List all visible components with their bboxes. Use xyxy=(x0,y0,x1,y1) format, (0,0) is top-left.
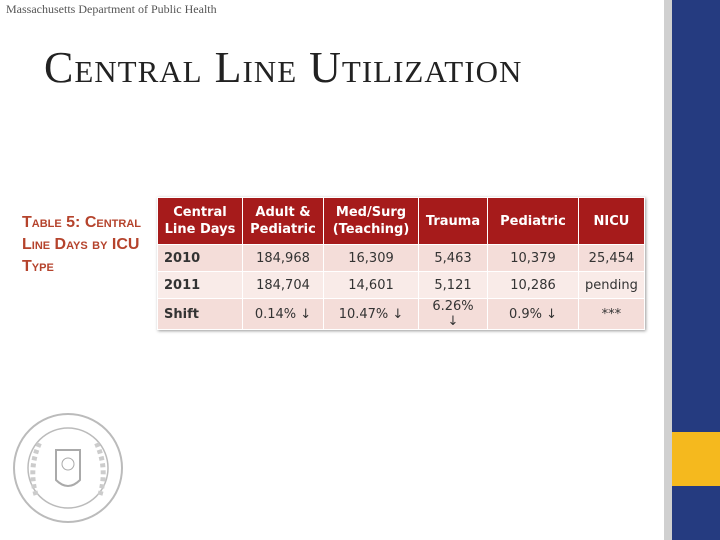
table-cell: *** xyxy=(578,298,645,330)
table-row: 2010 184,968 16,309 5,463 10,379 25,454 xyxy=(157,244,645,272)
data-table: Central Line Days Adult & Pediatric Med/Su… xyxy=(157,197,645,330)
table-cell: 16,309 xyxy=(323,244,419,272)
column-header: Med/Surg (Teaching) xyxy=(323,197,419,245)
table-cell: 5,121 xyxy=(418,271,488,299)
side-accent xyxy=(672,432,720,486)
column-header: Central Line Days xyxy=(157,197,243,245)
table-row: Shift 0.14% ↓ 10.47% ↓ 6.26% ↓ 0.9% ↓ *** xyxy=(157,298,645,330)
table-cell: 0.9% ↓ xyxy=(487,298,579,330)
table-cell: 10,286 xyxy=(487,271,579,299)
table-cell: 2011 xyxy=(157,271,243,299)
table-caption: Table 5: Central Line Days by ICU Type xyxy=(22,214,141,275)
table-cell: 14,601 xyxy=(323,271,419,299)
table-cell: 5,463 xyxy=(418,244,488,272)
seal-logo xyxy=(13,413,123,523)
table-cell: 6.26% ↓ xyxy=(418,298,488,330)
table-cell: 2010 xyxy=(157,244,243,272)
column-header: Adult & Pediatric xyxy=(242,197,324,245)
side-band xyxy=(664,0,672,540)
table-cell: pending xyxy=(578,271,645,299)
table-cell: 0.14% ↓ xyxy=(242,298,324,330)
table-cell: 25,454 xyxy=(578,244,645,272)
table-cell: Shift xyxy=(157,298,243,330)
column-header: Pediatric xyxy=(487,197,579,245)
column-header: NICU xyxy=(578,197,645,245)
slide-title: Central Line Utilization xyxy=(44,43,523,92)
column-header: Trauma xyxy=(418,197,488,245)
table-row: 2011 184,704 14,601 5,121 10,286 pending xyxy=(157,271,645,299)
table-cell: 10.47% ↓ xyxy=(323,298,419,330)
table-cell: 184,968 xyxy=(242,244,324,272)
table-cell: 10,379 xyxy=(487,244,579,272)
org-name: Massachusetts Department of Public Healt… xyxy=(6,2,217,16)
table-cell: 184,704 xyxy=(242,271,324,299)
